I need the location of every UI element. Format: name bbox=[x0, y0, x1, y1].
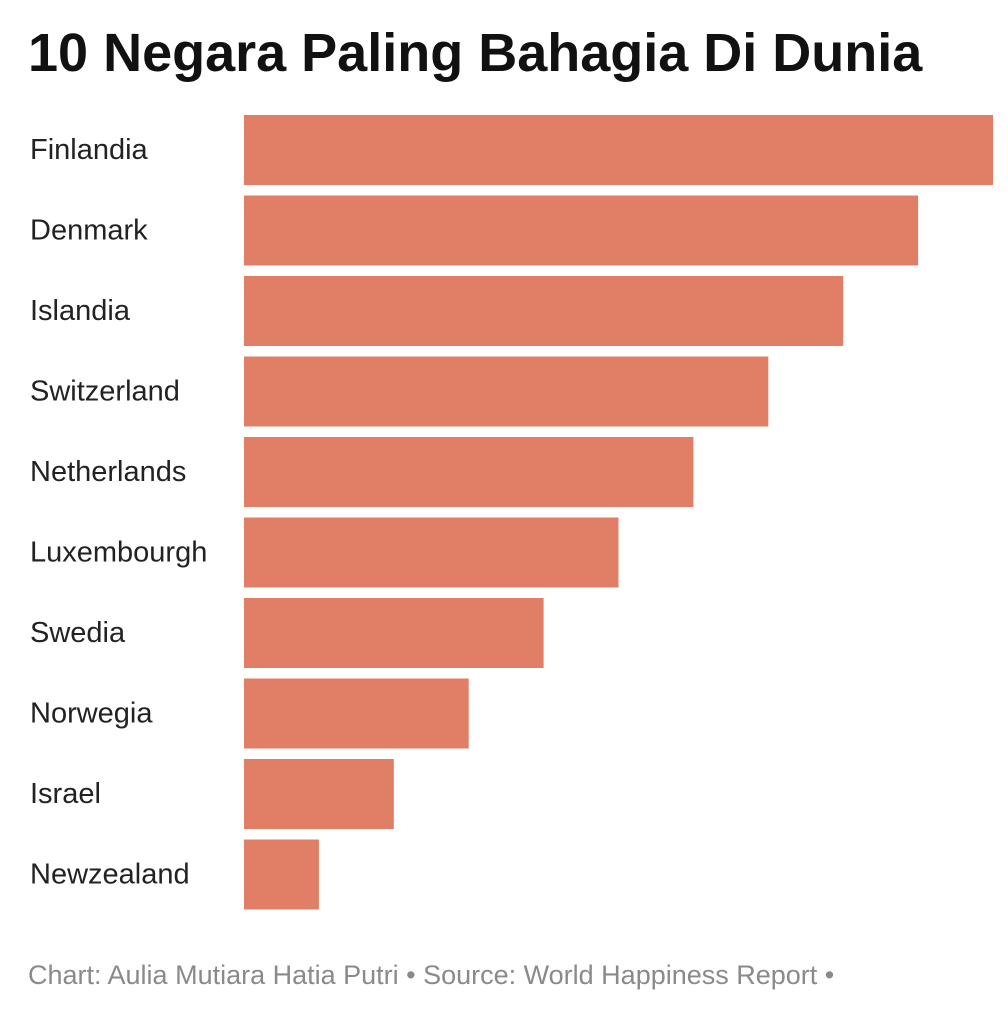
category-label-islandia: Islandia bbox=[30, 295, 131, 327]
bar-newzealand bbox=[244, 839, 319, 910]
category-label-netherlands: Netherlands bbox=[30, 456, 186, 488]
bar-norwegia bbox=[244, 678, 469, 749]
chart-credit: Chart: Aulia Mutiara Hatia Putri • Sourc… bbox=[28, 960, 835, 990]
category-label-denmark: Denmark bbox=[30, 215, 148, 247]
bar-denmark bbox=[244, 195, 919, 266]
category-label-norwegia: Norwegia bbox=[30, 698, 153, 730]
category-label-luxembourgh: Luxembourgh bbox=[30, 537, 207, 569]
bar-finlandia bbox=[244, 115, 993, 185]
bar-swedia bbox=[244, 598, 544, 668]
bar-switzerland bbox=[244, 356, 769, 427]
category-label-finlandia: Finlandia bbox=[30, 134, 149, 166]
category-label-newzealand: Newzealand bbox=[30, 859, 190, 891]
bar-netherlands bbox=[244, 437, 694, 507]
category-label-swedia: Swedia bbox=[30, 617, 126, 649]
bar-islandia bbox=[244, 276, 844, 346]
chart-title: 10 Negara Paling Bahagia Di Dunia bbox=[28, 23, 923, 83]
category-label-israel: Israel bbox=[30, 778, 101, 810]
bar-israel bbox=[244, 759, 394, 829]
category-label-switzerland: Switzerland bbox=[30, 376, 180, 408]
bar-luxembourgh bbox=[244, 517, 619, 588]
